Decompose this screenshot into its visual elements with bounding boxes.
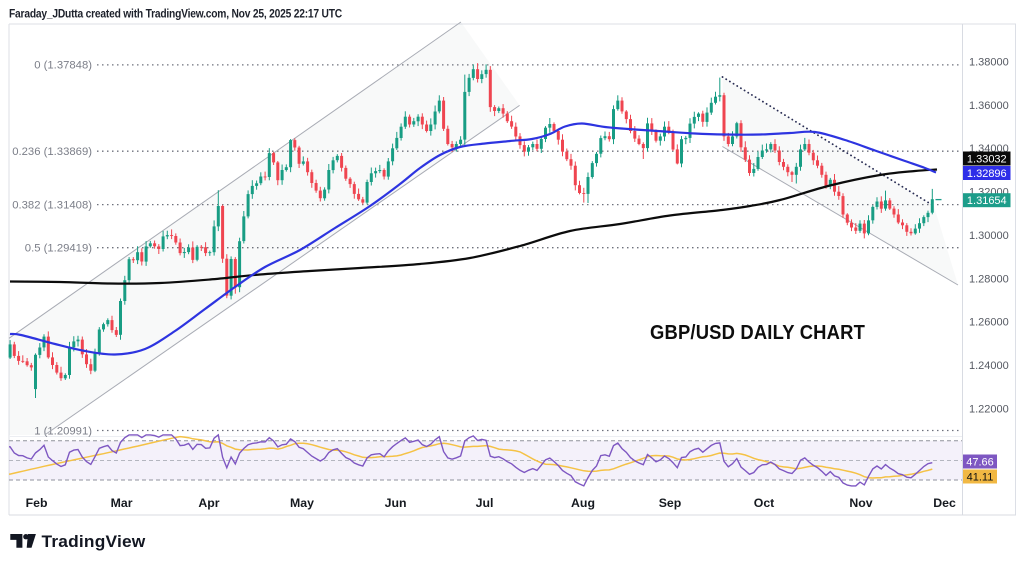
svg-text:1.32896: 1.32896 [967,168,1007,180]
svg-text:47.66: 47.66 [966,456,994,468]
svg-text:1.38000: 1.38000 [969,56,1009,68]
svg-text:0 (1.37848): 0 (1.37848) [34,60,92,72]
svg-text:41.11: 41.11 [967,471,994,483]
svg-text:1.24000: 1.24000 [969,360,1009,372]
svg-text:Faraday_JDutta created with Tr: Faraday_JDutta created with TradingView.… [9,7,342,21]
svg-text:1 (1.20991): 1 (1.20991) [34,425,92,437]
svg-text:1.28000: 1.28000 [969,273,1009,285]
svg-text:Sep: Sep [659,496,682,510]
svg-text:1.26000: 1.26000 [969,317,1009,329]
svg-text:1.33032: 1.33032 [967,153,1007,165]
svg-text:Aug: Aug [571,496,595,510]
svg-text:1.30000: 1.30000 [969,230,1009,242]
svg-text:May: May [290,496,314,510]
svg-text:TradingView: TradingView [42,532,147,551]
svg-text:Apr: Apr [198,496,219,510]
svg-text:Mar: Mar [111,496,133,510]
svg-text:Oct: Oct [754,496,775,510]
svg-text:0.5 (1.29419): 0.5 (1.29419) [25,243,92,255]
svg-text:Feb: Feb [26,496,48,510]
svg-text:0.236 (1.33869): 0.236 (1.33869) [12,146,92,158]
svg-text:0.382 (1.31408): 0.382 (1.31408) [12,199,92,211]
svg-text:Nov: Nov [849,496,872,510]
svg-text:Jul: Jul [476,496,494,510]
svg-text:Dec: Dec [933,496,956,510]
svg-text:1.22000: 1.22000 [969,403,1009,415]
svg-text:GBP/USD DAILY CHART: GBP/USD DAILY CHART [650,321,865,344]
svg-text:1.31654: 1.31654 [967,195,1007,207]
svg-text:Jun: Jun [385,496,407,510]
svg-text:1.36000: 1.36000 [969,100,1009,112]
